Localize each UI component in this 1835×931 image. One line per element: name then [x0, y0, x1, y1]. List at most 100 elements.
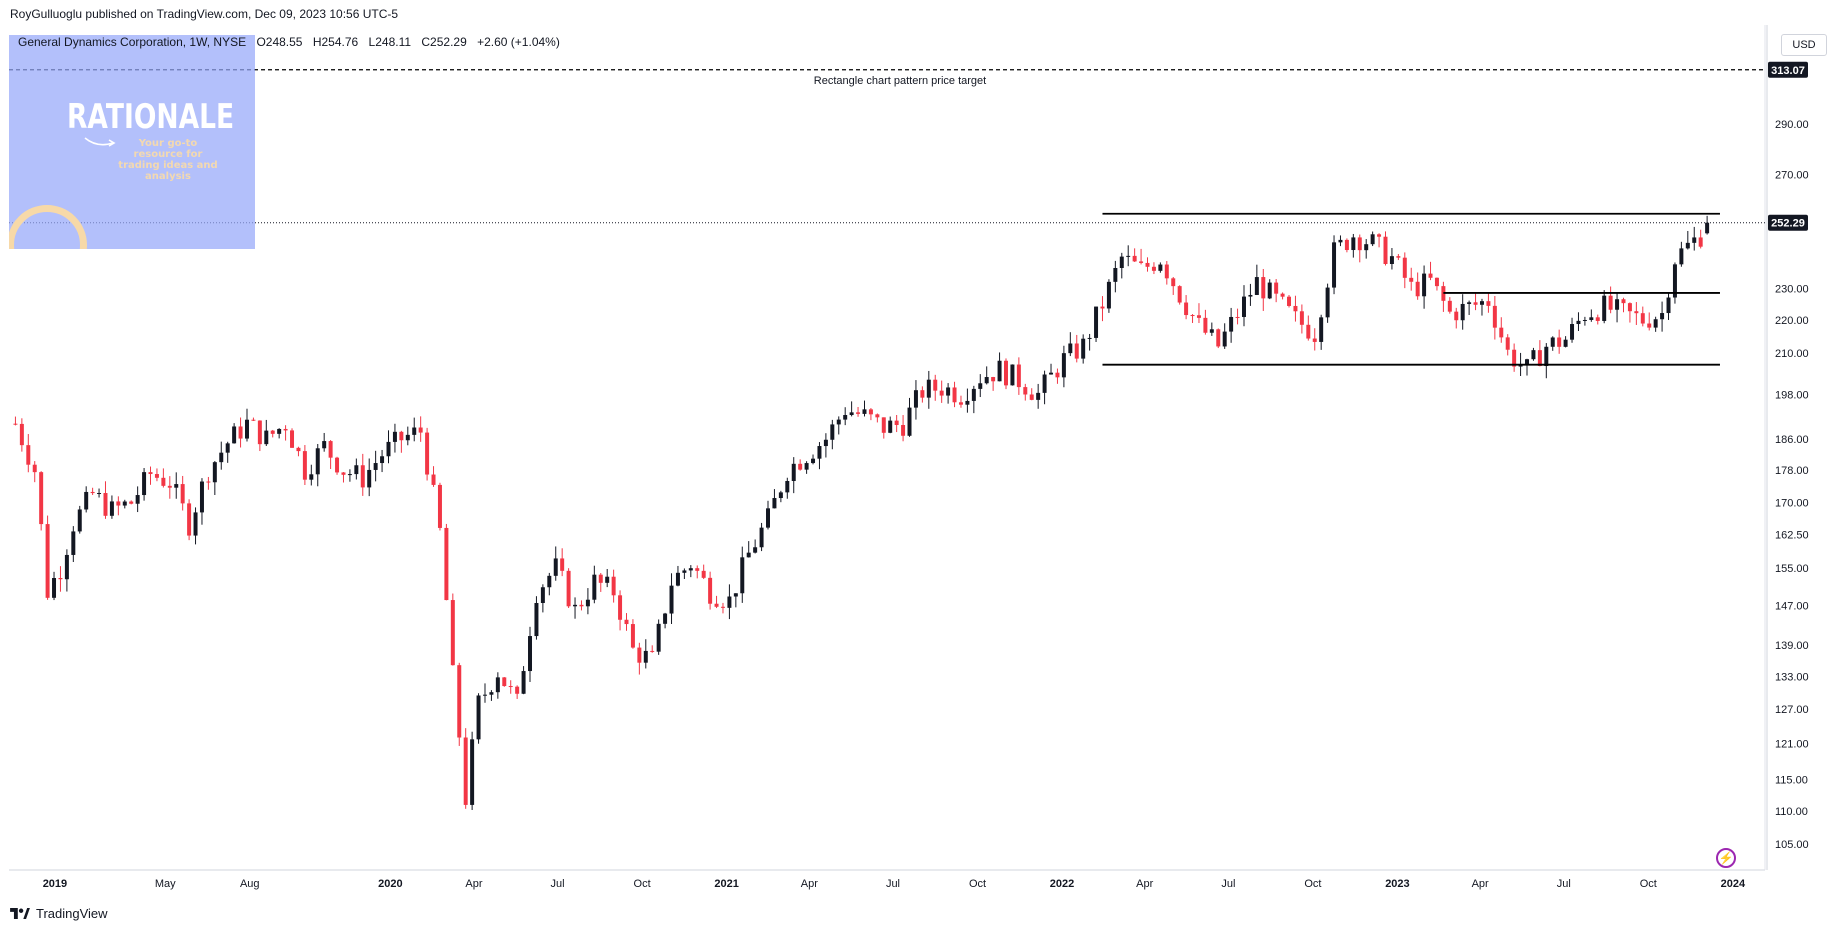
candle-body[interactable] — [573, 604, 578, 607]
candle-body[interactable] — [740, 557, 745, 594]
candle-body[interactable] — [1209, 329, 1214, 333]
candle-body[interactable] — [997, 360, 1002, 382]
candle-body[interactable] — [1525, 359, 1530, 365]
candle-body[interactable] — [476, 695, 481, 740]
candle-body[interactable] — [405, 434, 410, 441]
candle-body[interactable] — [277, 428, 282, 434]
candle-body[interactable] — [58, 578, 63, 580]
candle-body[interactable] — [373, 463, 378, 470]
candle-body[interactable] — [560, 558, 565, 571]
candle-body[interactable] — [946, 387, 951, 396]
candle-body[interactable] — [901, 425, 906, 436]
candle-body[interactable] — [1074, 343, 1079, 359]
candle-body[interactable] — [1512, 349, 1517, 367]
candle-body[interactable] — [1563, 339, 1568, 347]
candle-body[interactable] — [823, 439, 828, 447]
candle-body[interactable] — [1164, 264, 1169, 279]
candle-body[interactable] — [1679, 248, 1684, 265]
candle-body[interactable] — [913, 390, 918, 408]
candle-body[interactable] — [701, 570, 706, 578]
candle-body[interactable] — [1537, 350, 1542, 367]
candle-body[interactable] — [939, 390, 944, 396]
candle-body[interactable] — [26, 445, 31, 465]
candle-body[interactable] — [450, 600, 455, 666]
candle-body[interactable] — [328, 441, 333, 458]
candle-body[interactable] — [708, 577, 713, 604]
candle-body[interactable] — [399, 431, 404, 441]
candle-body[interactable] — [1319, 317, 1324, 342]
candle-body[interactable] — [354, 465, 359, 475]
candle-body[interactable] — [643, 650, 648, 663]
candle-body[interactable] — [1499, 327, 1504, 338]
candle-body[interactable] — [650, 650, 655, 652]
tradingview-footer[interactable]: TradingView — [10, 906, 108, 921]
candle-body[interactable] — [746, 552, 751, 558]
candle-body[interactable] — [1505, 337, 1510, 350]
candle-body[interactable] — [1184, 302, 1189, 316]
candle-body[interactable] — [116, 501, 121, 506]
candle-body[interactable] — [958, 402, 963, 405]
candle-body[interactable] — [412, 427, 417, 435]
candle-body[interactable] — [135, 495, 140, 504]
candle-body[interactable] — [1672, 264, 1677, 298]
candle-body[interactable] — [45, 524, 50, 598]
candle-body[interactable] — [212, 462, 217, 483]
candle-body[interactable] — [1634, 311, 1639, 314]
candle-body[interactable] — [1280, 293, 1285, 297]
candle-body[interactable] — [830, 424, 835, 440]
candle-body[interactable] — [991, 377, 996, 382]
candle-body[interactable] — [232, 426, 237, 444]
candle-body[interactable] — [463, 737, 468, 805]
candle-body[interactable] — [759, 527, 764, 548]
candle-body[interactable] — [1293, 305, 1298, 312]
candle-body[interactable] — [1479, 301, 1484, 305]
candle-body[interactable] — [1351, 237, 1356, 251]
candle-body[interactable] — [270, 430, 275, 434]
candle-body[interactable] — [174, 484, 179, 488]
candle-body[interactable] — [64, 554, 69, 580]
candle-body[interactable] — [1299, 311, 1304, 325]
candle-body[interactable] — [296, 447, 301, 452]
candle-body[interactable] — [714, 603, 719, 607]
candle-body[interactable] — [926, 379, 931, 398]
candle-body[interactable] — [257, 420, 262, 445]
candle-body[interactable] — [849, 412, 854, 416]
candle-body[interactable] — [984, 377, 989, 384]
candle-body[interactable] — [611, 576, 616, 596]
candle-body[interactable] — [219, 452, 224, 463]
currency-button[interactable]: USD — [1781, 34, 1827, 56]
candle-body[interactable] — [688, 568, 693, 571]
candle-body[interactable] — [380, 456, 385, 464]
candle-body[interactable] — [598, 574, 603, 583]
candle-body[interactable] — [624, 619, 629, 625]
candle-body[interactable] — [669, 585, 674, 614]
candle-body[interactable] — [553, 558, 558, 576]
candle-body[interactable] — [444, 527, 449, 601]
candle-body[interactable] — [1177, 286, 1182, 303]
candle-body[interactable] — [753, 547, 758, 553]
candle-body[interactable] — [1602, 295, 1607, 321]
candle-body[interactable] — [495, 677, 500, 693]
candle-body[interactable] — [1467, 302, 1472, 304]
candle-body[interactable] — [971, 388, 976, 401]
candle-body[interactable] — [103, 493, 108, 516]
candle-body[interactable] — [1344, 239, 1349, 251]
candle-body[interactable] — [1254, 277, 1259, 295]
candle-body[interactable] — [766, 508, 770, 528]
candle-body[interactable] — [868, 409, 873, 415]
candle-body[interactable] — [682, 570, 687, 573]
candle-body[interactable] — [90, 491, 95, 494]
candle-body[interactable] — [1698, 237, 1703, 247]
candle-body[interactable] — [862, 409, 867, 414]
candle-body[interactable] — [1486, 301, 1491, 306]
candle-body[interactable] — [534, 603, 539, 637]
candle-body[interactable] — [1454, 311, 1459, 321]
candle-body[interactable] — [1518, 364, 1523, 367]
candle-body[interactable] — [637, 647, 642, 663]
candle-body[interactable] — [392, 431, 397, 442]
candle-body[interactable] — [1550, 337, 1555, 347]
candle-body[interactable] — [1248, 294, 1253, 297]
candle-body[interactable] — [1036, 392, 1041, 400]
candle-body[interactable] — [1235, 316, 1240, 318]
candle-body[interactable] — [1132, 255, 1137, 262]
